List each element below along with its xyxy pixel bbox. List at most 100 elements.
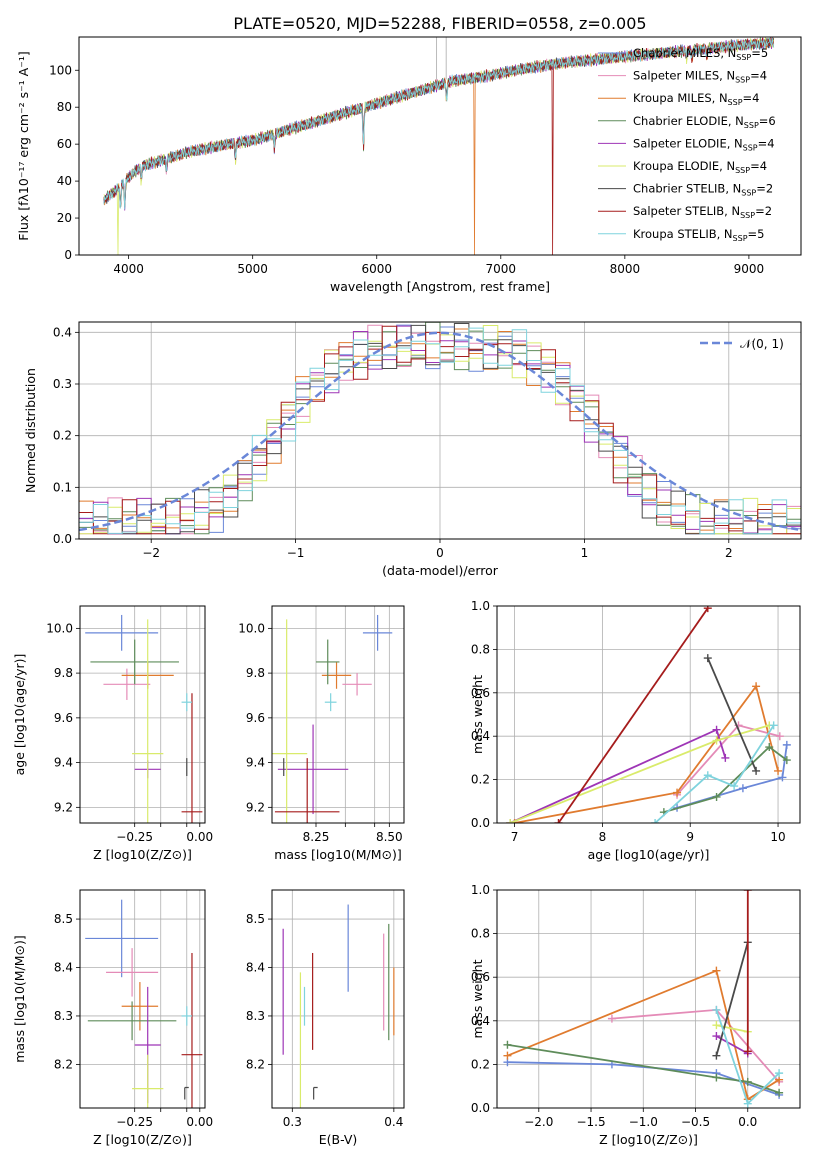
y-tick-label: 80 <box>57 100 72 114</box>
y-tick-label: 8.2 <box>54 1057 73 1071</box>
y-tick-label: 8.5 <box>246 912 265 926</box>
x-axis-label: Z [log10(Z/Z⊙)] <box>93 847 192 862</box>
x-tick-label: −2.0 <box>524 1115 553 1129</box>
x-tick-label: 0.4 <box>384 1115 403 1129</box>
weight-point <box>712 736 721 745</box>
x-tick-label: 8.50 <box>376 830 403 844</box>
y-tick-label: 20 <box>57 211 72 225</box>
histogram-salpeter-stelib <box>79 325 801 535</box>
x-tick-label: −1.5 <box>576 1115 605 1129</box>
legend-entry: Salpeter ELODIE, NSSP=4 <box>633 136 775 152</box>
plot-area-weight_vs_Z <box>497 890 800 1108</box>
data-marker <box>184 1086 189 1100</box>
legend-value: =2 <box>755 204 772 218</box>
weight-point <box>651 819 660 823</box>
y-tick-label: 0.3 <box>53 377 72 391</box>
weight-point <box>721 753 730 762</box>
x-tick-label: 5000 <box>237 262 268 276</box>
x-tick-label: −1.0 <box>629 1115 658 1129</box>
weight-point <box>712 792 721 801</box>
histogram-kroupa-stelib <box>79 327 801 535</box>
y-tick-label: 60 <box>57 137 72 151</box>
y-tick-label: 1.0 <box>471 599 490 613</box>
weight-point <box>554 819 563 823</box>
y-tick-label: 0.2 <box>471 1057 490 1071</box>
y-tick-label: 8.4 <box>54 961 73 975</box>
x-axis-label: wavelength [Angstrom, rest frame] <box>330 279 550 294</box>
x-tick-label: 7000 <box>486 262 517 276</box>
y-tick-label: 0.6 <box>471 970 490 984</box>
x-tick-label: 9 <box>686 830 694 844</box>
y-tick-label: 1.0 <box>471 883 490 897</box>
panel-mass_vs_EBV: 0.3 0.4 8.2 8.3 8.4 8.5 E(B-V) <box>246 889 405 1147</box>
axes-frame <box>78 321 802 540</box>
weight-point <box>503 1051 512 1060</box>
y-tick-label: 0.0 <box>53 532 72 546</box>
legend-entry: Chabrier MILES, NSSP=5 <box>633 46 768 62</box>
legend-subscript: SSP <box>733 234 748 243</box>
x-tick-label: −0.25 <box>116 1115 153 1129</box>
weight-point <box>712 1051 721 1060</box>
y-axis-label: Flux [fλ10⁻¹⁷ erg cm⁻² s⁻¹ A⁻¹] <box>16 51 31 240</box>
legend-value: =4 <box>750 159 767 173</box>
x-tick-label: 9000 <box>734 262 765 276</box>
y-tick-label: 0.0 <box>471 816 490 830</box>
y-tick-label: 8.3 <box>54 1009 73 1023</box>
legend-entry: Kroupa MILES, NSSP=4 <box>633 91 759 107</box>
y-axis-label: mass weight <box>470 675 485 754</box>
x-tick-label: 8.25 <box>303 830 330 844</box>
legend-subscript: SSP <box>728 98 743 107</box>
weight-point <box>778 773 787 782</box>
weight-point <box>738 784 747 793</box>
weight-point <box>752 766 761 775</box>
x-tick-label: −0.25 <box>116 830 153 844</box>
y-tick-label: 100 <box>49 63 72 77</box>
weight-point <box>503 1040 512 1049</box>
weight-point <box>743 1047 752 1056</box>
legend-value: =6 <box>759 114 776 128</box>
legend-subscript: SSP <box>736 53 751 62</box>
weight-point <box>775 1069 784 1078</box>
x-tick-label: 0 <box>436 546 444 560</box>
y-tick-label: 9.6 <box>246 711 265 725</box>
x-tick-label: 2 <box>725 546 733 560</box>
axes-frame <box>496 889 801 1109</box>
x-tick-label: −0.5 <box>681 1115 710 1129</box>
y-tick-label: 0.0 <box>471 1101 490 1115</box>
legend-subscript: SSP <box>744 121 759 130</box>
axes-frame <box>79 605 206 824</box>
legend-subscript: SSP <box>743 143 758 152</box>
panel-mass_vs_Z: −0.25 0.00 8.2 8.3 8.4 8.5 Z [log10(Z/Z⊙)] mass… <box>12 889 213 1147</box>
y-tick-label: 8.5 <box>54 912 73 926</box>
data-marker <box>313 1086 318 1100</box>
weight-point <box>712 1032 721 1041</box>
legend-value: =5 <box>751 46 768 60</box>
plot-area-spectrum <box>103 37 775 255</box>
weight-point <box>743 1077 752 1086</box>
y-tick-label: 0 <box>64 248 72 262</box>
legend-subscript: SSP <box>740 211 755 220</box>
x-axis-label: age [log10(age/yr)] <box>588 847 710 862</box>
panel-residuals: −2 −1 0 1 2 0.0 0.1 0.2 0.3 0.4 (data-model)/error… <box>23 321 802 578</box>
weight-line-kroupa-stelib <box>654 724 775 823</box>
x-axis-label: Z [log10(Z/Z⊙)] <box>93 1132 192 1147</box>
y-tick-label: 9.4 <box>246 756 265 770</box>
x-tick-label: 6000 <box>361 262 392 276</box>
figure-title: PLATE=0520, MJD=52288, FIBERID=0558, z=0… <box>233 14 646 33</box>
weight-line-chabrier-stelib <box>715 942 749 1056</box>
y-axis-label: mass weight <box>470 959 485 1038</box>
y-tick-label: 8.2 <box>246 1057 265 1071</box>
weight-point <box>769 721 778 730</box>
axes-frame <box>78 36 802 256</box>
x-tick-label: 0.00 <box>186 830 213 844</box>
weight-point <box>743 1099 752 1108</box>
legend-value: =2 <box>756 182 773 196</box>
y-tick-label: 0.1 <box>53 480 72 494</box>
y-tick-label: 0.6 <box>471 686 490 700</box>
y-tick-label: 0.2 <box>53 429 72 443</box>
weight-point <box>712 1073 721 1082</box>
weight-point <box>782 740 791 749</box>
plot-area-age_vs_Z <box>80 606 205 823</box>
x-tick-label: −2 <box>142 546 160 560</box>
